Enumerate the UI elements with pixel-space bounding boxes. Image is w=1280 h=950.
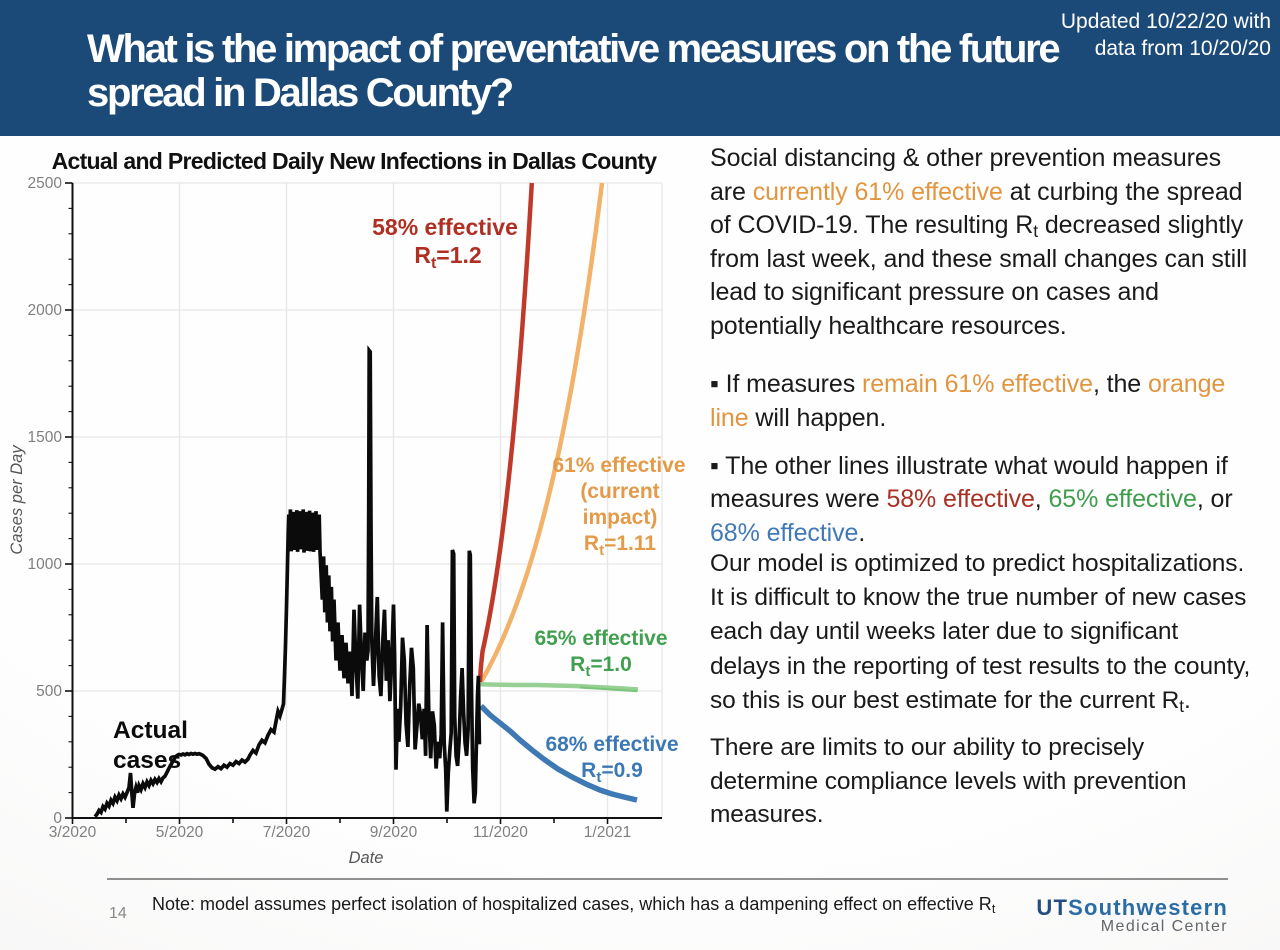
svg-text:68% effective: 68% effective [545,733,678,756]
svg-text:11/2020: 11/2020 [473,824,528,841]
svg-text:2500: 2500 [28,175,63,192]
svg-text:Rt=1.0: Rt=1.0 [570,653,632,680]
svg-text:Date: Date [349,849,384,867]
svg-text:65% effective: 65% effective [534,627,667,650]
svg-text:1500: 1500 [28,429,63,446]
svg-text:61% effective: 61% effective [552,454,685,477]
svg-text:Cases per Day: Cases per Day [8,444,26,555]
svg-text:Rt=1.11: Rt=1.11 [584,532,656,559]
svg-text:impact): impact) [583,506,658,529]
svg-text:7/2020: 7/2020 [263,824,311,841]
svg-text:0: 0 [53,810,62,827]
svg-text:Actual: Actual [113,717,188,744]
svg-text:Rt=0.9: Rt=0.9 [581,759,643,786]
svg-text:cases: cases [113,747,181,774]
svg-text:9/2020: 9/2020 [370,824,418,841]
svg-text:2000: 2000 [28,302,63,319]
svg-text:500: 500 [36,683,62,700]
svg-text:1000: 1000 [28,556,63,573]
svg-text:1/2021: 1/2021 [584,824,631,841]
svg-text:(current: (current [580,480,659,503]
svg-text:3/2020: 3/2020 [49,824,97,841]
svg-text:Rt=1.2: Rt=1.2 [414,242,481,272]
svg-text:58% effective: 58% effective [372,214,518,240]
svg-text:5/2020: 5/2020 [156,824,204,841]
